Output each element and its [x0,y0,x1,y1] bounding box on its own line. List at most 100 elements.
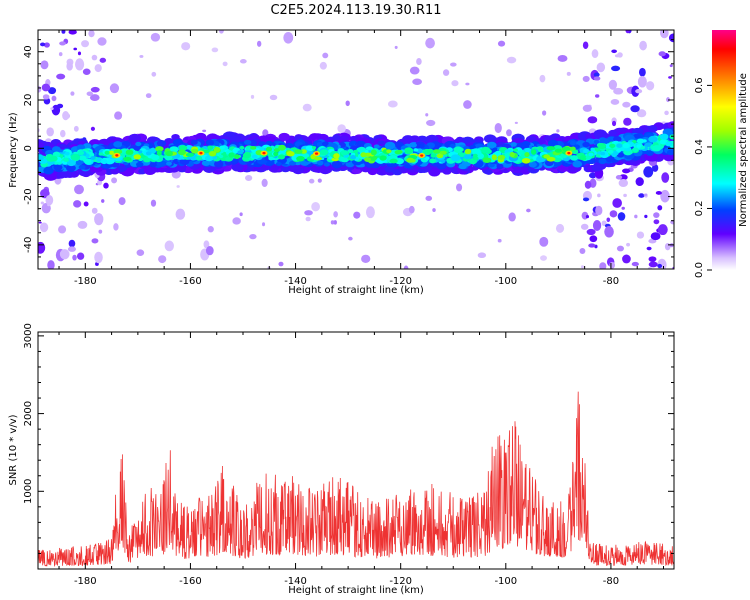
spectrogram-noise-blob [416,57,422,65]
spectrogram-band-blob [178,145,188,152]
spectrogram-noise-blob [514,121,518,124]
snr-y-label: SNR (10 * v/v) [8,414,19,485]
spectrogram-noise-blob [73,47,78,51]
spectrogram-noise-blob [557,55,568,62]
spectrogram-noise-blob [647,266,653,269]
spectrogram-noise-blob [556,129,560,133]
spectrogram-noise-blob [585,214,590,219]
spectrogram-band-blob [110,167,120,175]
spectrogram-noise-blob [322,52,329,59]
spectrogram-noise-blob [164,240,174,252]
spectrogram-hotspot [228,152,235,158]
spectrogram-noise-blob [51,95,57,102]
spectrogram-band-blob [667,121,674,129]
spectrogram-noise-blob [599,262,607,269]
spectrogram-noise-blob [181,42,191,51]
spectrogram-band-blob [218,154,224,159]
spectrogram-band-blob [319,149,329,156]
spectrogram-band-blob [52,151,61,157]
spectrogram-band-blob [78,155,87,161]
spectrogram-frame [37,29,675,270]
spectrogram-noise-blob [75,58,85,71]
spectrogram-band-blob [77,150,85,156]
spectrogram-peak-core [115,154,119,157]
spectrogram-noise-blob [39,222,49,233]
spectrogram-noise-blob [239,59,247,64]
spectrogram-noise-blob [596,62,606,73]
colorbar-tick-label: 0.0 [694,262,705,278]
spectrogram-noise-blob [317,178,322,183]
spectrogram-band-blob [521,142,530,149]
spectrogram-hotspot [360,152,367,158]
spectrogram-band-blob [440,159,446,163]
spectrogram-band-blob [246,146,252,151]
spectrogram-band-blob [212,156,218,160]
spectrogram-noise-blob [205,246,214,256]
colorbar-label: Normalized spectral amplitude [738,73,749,227]
spectrogram-noise-blob [38,221,42,224]
spectrogram-hotspot [207,145,214,150]
spectrogram-noise-blob [278,261,284,267]
spectrogram-hotspot [432,149,441,154]
spectrogram-band-blob [652,145,662,152]
spectrogram-ticks: -180 -160 -140 -120 -100 -80 -40 -20 0 20 40 [23,30,674,287]
spectrogram-noise-blob [348,236,353,241]
spectrogram-band-blob [597,143,607,150]
spectrogram-noise-blob [639,67,646,77]
spectrogram-noise-blob [394,45,398,49]
spectrogram-band-blob [404,163,411,169]
spectrogram-peak-core [314,152,319,155]
spectrogram-band-blob [321,141,329,147]
spectrogram-noise-blob [526,208,531,213]
spectrogram-noise-blob [539,236,549,247]
spectrogram-noise-blob [203,240,210,249]
spectrogram-band-blob [205,139,215,146]
spectrogram-hotspot [389,158,398,164]
spectrogram-noise-blob [425,195,433,201]
spectrogram-noise-blob [305,216,311,222]
spectrogram-noise-blob [40,60,49,70]
spectrogram-noise-blob [202,129,207,133]
spectrogram-hotspot [177,149,186,156]
spectrogram-noise-blob [604,226,614,238]
spectrogram-band-blob [537,146,543,151]
spectrogram-band-blob [357,146,366,153]
spectrogram-band-blob [384,165,395,173]
spectrogram-noise-blob [98,229,103,234]
spectrogram-noise-blob [145,93,152,99]
spectrogram-noise-blob [45,195,54,206]
spectrogram-noise-blob [579,247,586,254]
spectrogram-noise-blob [648,256,657,262]
spectrogram-hotspot [156,150,162,156]
spectrogram-y-label: Frequency (Hz) [8,112,19,188]
spectrogram-band-blob [151,154,160,161]
spectrogram-band-blob [90,156,96,160]
spectrogram-noise-blob [497,238,502,243]
spectrogram-noise-blob [76,252,85,260]
spectrogram-band-blob [496,163,504,169]
spectrogram-band-blob [78,164,86,170]
spectrogram-noise-blob [611,120,617,127]
spectrogram-band-blob [49,155,58,162]
spectrogram-band-blob [311,146,317,150]
spectrogram-noise-blob [582,75,590,82]
spectrogram-noise-blob [636,109,647,118]
spectrogram-band-blob [278,132,290,141]
spectrogram-hotspot [509,151,515,158]
spectrogram-noise-blob [113,223,119,231]
spectrogram-noise-blob [606,217,611,223]
spectrogram-hotspot [570,146,576,151]
spectrogram-band-blob [403,147,414,155]
spectrogram-noise-blob [644,214,648,219]
spectrogram-noise-blob [638,193,645,198]
spectrogram-noise-blob [582,104,592,112]
spectrogram-noise-blob [648,261,658,268]
snr-frame [37,331,675,570]
spectrogram-band-blob [647,125,658,133]
spectrogram-band-blob [171,133,180,141]
spectrogram-band-blob [269,142,276,147]
spectrogram-band-blob [582,141,590,148]
spectrogram-band-blob [64,151,70,156]
spectrogram-noise-blob [617,52,623,58]
spectrogram-noise-blob [621,206,625,210]
